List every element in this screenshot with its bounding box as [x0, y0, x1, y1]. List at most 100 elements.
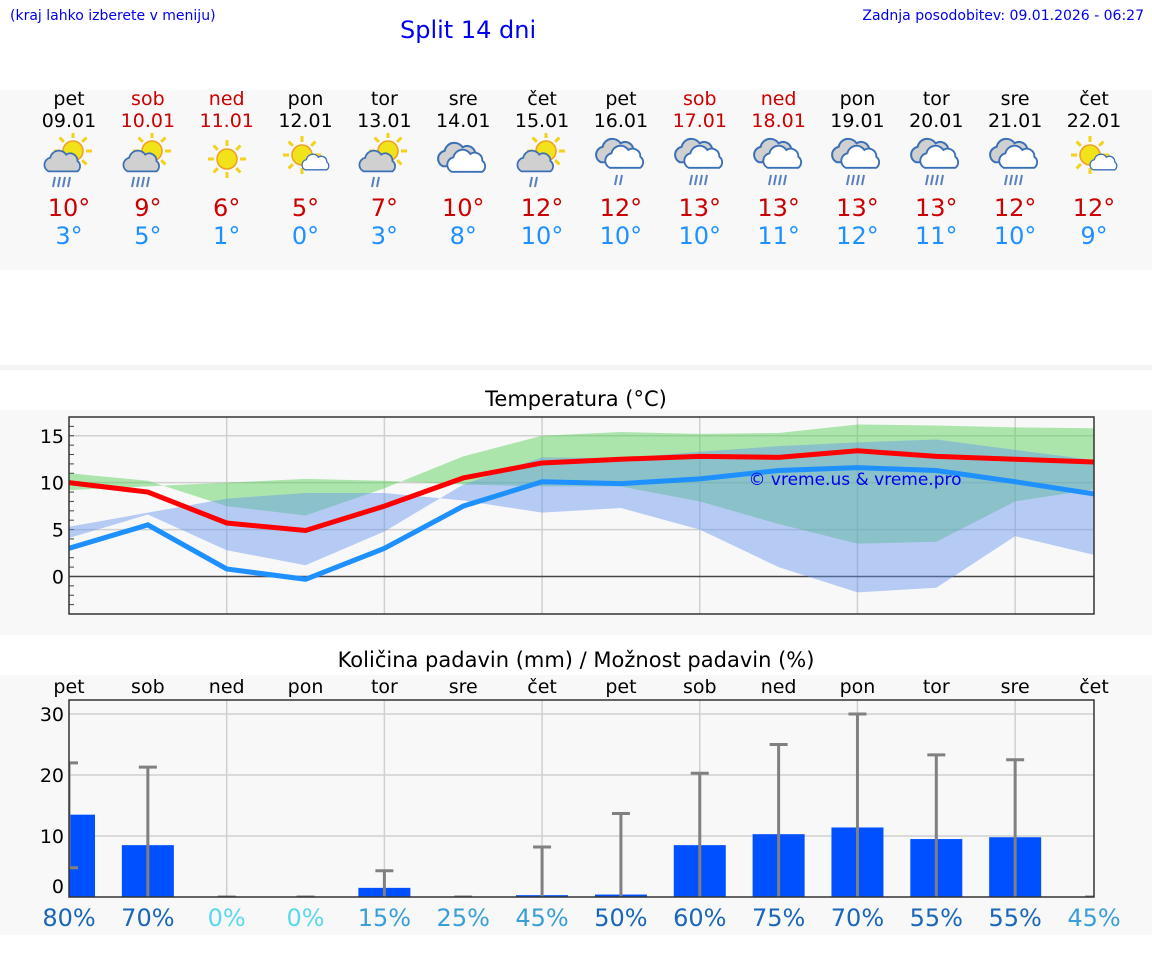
- day-name: pon: [287, 88, 324, 110]
- day-name: sob: [131, 88, 165, 110]
- day-date: 22.01: [1066, 110, 1122, 132]
- sun-cloud-drizzle-icon: [345, 132, 423, 194]
- day-column: sre 14.01 10° 8°: [424, 88, 502, 250]
- location-hint: (kraj lahko izberete v meniju): [10, 8, 216, 24]
- max-temp: 12°: [520, 194, 564, 222]
- y-tick-label: 30: [40, 704, 64, 726]
- min-temp-line: [68, 465, 1095, 582]
- min-temp: 10°: [678, 222, 722, 250]
- day-date: 20.01: [909, 110, 964, 132]
- min-temp: 11°: [757, 222, 800, 250]
- precip-probability: 70%: [121, 904, 174, 932]
- day-name: sre: [448, 88, 478, 110]
- y-tick-label: 10: [40, 473, 64, 495]
- precip-probability: 70%: [831, 904, 884, 932]
- temperature-panel: [0, 410, 1152, 635]
- precip-probability: 0%: [208, 904, 246, 932]
- sun-small-cloud-icon: [267, 132, 345, 194]
- precip-probability: 55%: [988, 904, 1041, 932]
- day-date: 19.01: [830, 110, 885, 132]
- max-temp: 7°: [370, 194, 399, 222]
- category-label: čet: [1079, 676, 1109, 698]
- min-temp: 3°: [55, 222, 83, 250]
- watermark: © vreme.us & vreme.pro: [748, 470, 961, 490]
- day-column: pon 12.01 5° 0°: [267, 88, 345, 250]
- temperature-chart-title: Temperatura (°C): [485, 387, 667, 411]
- max-temp: 13°: [678, 194, 722, 222]
- category-label: pet: [53, 676, 84, 698]
- day-date: 18.01: [751, 110, 806, 132]
- day-name: sre: [1000, 88, 1030, 110]
- category-label: sob: [683, 676, 717, 698]
- min-temp-range-band: [69, 439, 1094, 593]
- category-label: ned: [209, 676, 245, 698]
- min-temp: 3°: [370, 222, 399, 250]
- category-label: sre: [449, 676, 478, 698]
- precip-probability: 55%: [910, 904, 963, 932]
- cloud-rain-icon: [897, 132, 975, 194]
- category-label: pet: [605, 676, 636, 698]
- category-label: ned: [761, 676, 797, 698]
- day-column: sre 21.01 12° 10°: [976, 88, 1054, 250]
- y-tick-label: 15: [40, 426, 64, 448]
- max-temp: 12°: [1072, 194, 1116, 222]
- day-date: 21.01: [987, 110, 1043, 132]
- cloud-rain-icon: [661, 132, 739, 194]
- cloudy-icon: [424, 132, 502, 194]
- max-temp: 6°: [213, 194, 241, 222]
- day-name: čet: [1079, 88, 1109, 110]
- min-temp: 11°: [915, 222, 958, 250]
- day-column: tor 13.01 7° 3°: [345, 88, 423, 250]
- day-column: pon 19.01 13° 12°: [818, 88, 896, 250]
- category-label: sre: [1001, 676, 1030, 698]
- min-temp: 10°: [993, 222, 1037, 250]
- day-date: 09.01: [41, 110, 97, 132]
- max-temp: 12°: [599, 194, 643, 222]
- category-label: pon: [840, 676, 876, 698]
- y-tick-label: 5: [52, 520, 64, 542]
- day-name: ned: [760, 88, 797, 110]
- day-date: 17.01: [672, 110, 727, 132]
- y-tick-label: 20: [40, 765, 64, 787]
- precip-probability: 0%: [286, 904, 324, 932]
- day-date: 11.01: [199, 110, 254, 132]
- day-date: 12.01: [278, 110, 333, 132]
- category-label: tor: [923, 676, 950, 698]
- day-column: ned 18.01 13° 11°: [740, 88, 818, 250]
- min-temp: 9°: [1080, 222, 1108, 250]
- precip-probability: 80%: [42, 904, 95, 932]
- day-column: čet 15.01 12° 10°: [503, 88, 581, 250]
- day-column: sob 17.01 13° 10°: [661, 88, 739, 250]
- precip-probability: 60%: [673, 904, 726, 932]
- precip-probability: 25%: [437, 904, 490, 932]
- day-name: ned: [208, 88, 245, 110]
- precip-probability: 75%: [752, 904, 805, 932]
- day-column: pet 16.01 12° 10°: [582, 88, 660, 250]
- cloud-rain-icon: [818, 132, 896, 194]
- min-temp: 10°: [599, 222, 643, 250]
- cloud-rain-icon: [740, 132, 818, 194]
- min-temp: 0°: [291, 222, 320, 250]
- max-temp: 10°: [441, 194, 485, 222]
- cloud-drizzle-icon: [582, 132, 660, 194]
- day-name: pet: [53, 88, 85, 110]
- max-temp: 9°: [134, 194, 162, 222]
- max-temp: 5°: [291, 194, 320, 222]
- day-name: čet: [527, 88, 557, 110]
- day-date: 14.01: [436, 110, 491, 132]
- day-column: sob 10.01 9° 5°: [109, 88, 187, 250]
- day-date: 13.01: [357, 110, 412, 132]
- plot-frame: [68, 699, 1095, 898]
- precip-probability: 45%: [1067, 904, 1120, 932]
- sun-cloud-rain-icon: [109, 132, 187, 194]
- day-column: tor 20.01 13° 11°: [897, 88, 975, 250]
- max-temp: 13°: [757, 194, 800, 222]
- divider: [0, 365, 1152, 370]
- sun-cloud-rain-icon: [30, 132, 108, 194]
- day-name: tor: [370, 88, 398, 110]
- precip-probability: 45%: [515, 904, 568, 932]
- precip-probability: 50%: [594, 904, 647, 932]
- min-temp: 5°: [134, 222, 162, 250]
- category-label: sob: [131, 676, 165, 698]
